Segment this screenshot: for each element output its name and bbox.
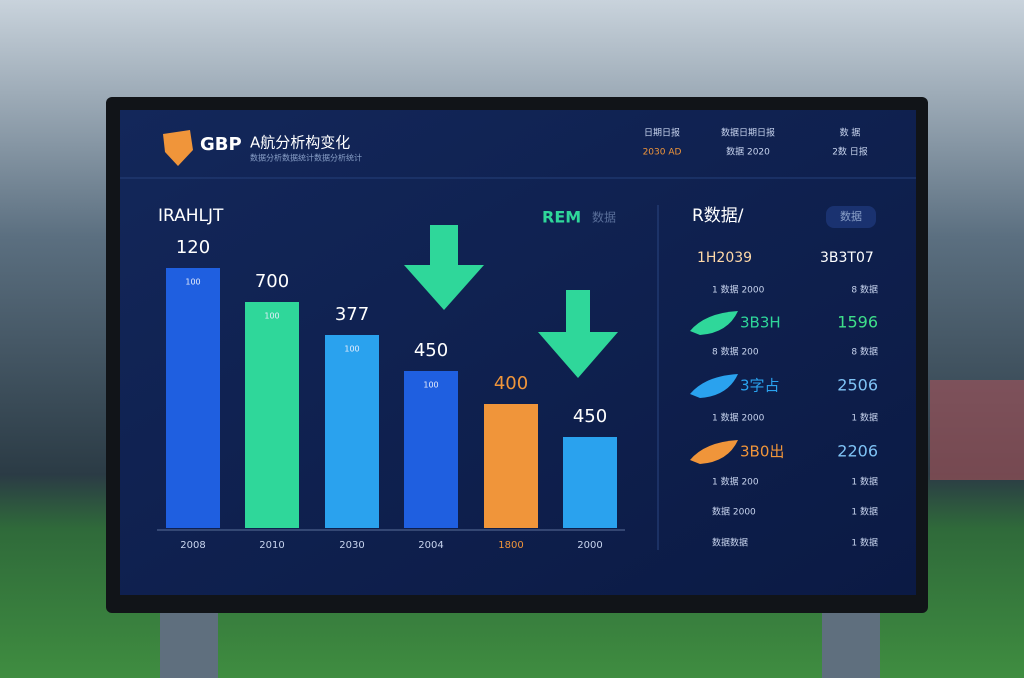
x-tick-label: 2000 — [577, 540, 602, 551]
inner-label: 100 — [264, 312, 279, 321]
row-left: 1 数据 2000 — [712, 284, 765, 296]
subtitle: 数据分析数据统计数据分析统计 — [250, 153, 362, 163]
chart-title: IRAHLJT — [158, 206, 224, 226]
info-value: 数据 2020 — [726, 146, 770, 158]
info-value: 2030 AD — [643, 148, 682, 158]
stand-leg — [822, 605, 880, 678]
bar-label: 120 — [176, 237, 210, 258]
row-icon — [690, 374, 738, 398]
legend-entry: REM — [542, 208, 581, 227]
x-tick-label: 1800 — [498, 540, 523, 551]
row-left: 3字占 — [740, 377, 780, 395]
row-left: 1 数据 200 — [712, 476, 759, 488]
stand-leg — [160, 605, 218, 678]
row-right: 1 数据 — [851, 537, 878, 549]
title: A航分析构变化 — [250, 134, 350, 152]
arrow — [404, 225, 484, 310]
bar — [245, 302, 299, 528]
x-tick-label: 2010 — [259, 540, 284, 551]
bar — [563, 437, 617, 528]
row-right: 8 数据 — [851, 346, 878, 358]
info-label: 日期日报 — [644, 127, 680, 139]
bar-label: 450 — [573, 406, 607, 427]
stand — [930, 380, 1024, 480]
legend-entry: 数据 — [592, 210, 616, 225]
arrow — [538, 290, 618, 378]
bar — [325, 335, 379, 528]
row-left: 8 数据 200 — [712, 346, 759, 358]
row-left: 数据 2000 — [712, 506, 756, 518]
bar — [484, 404, 538, 528]
inner-label: 100 — [423, 381, 438, 390]
row-right: 1 数据 — [851, 412, 878, 424]
bar — [404, 371, 458, 528]
row-icon — [690, 440, 738, 464]
x-tick-label: 2004 — [418, 540, 443, 551]
info-value: 2数 日报 — [832, 146, 868, 158]
badge: 数据 — [840, 209, 862, 223]
column-header: 1H2039 — [697, 250, 752, 266]
row-right: 1 数据 — [851, 476, 878, 488]
badge-bg — [826, 206, 876, 228]
row-left: 3B0出 — [740, 443, 784, 461]
inner-label: 100 — [344, 345, 359, 354]
inner-label: 100 — [185, 278, 200, 287]
row-icon — [690, 311, 738, 335]
row-left: 3B3H — [740, 314, 781, 332]
row-right: 1 数据 — [851, 506, 878, 518]
row-right: 1596 — [837, 313, 878, 332]
bar-label: 377 — [335, 304, 369, 325]
logo-icon — [163, 130, 193, 166]
bar — [166, 268, 220, 528]
row-left: 数据数据 — [712, 537, 748, 549]
bar-label: 700 — [255, 271, 289, 292]
info-label: 数 据 — [840, 127, 861, 139]
x-tick-label: 2030 — [339, 540, 364, 551]
row-right: 8 数据 — [851, 284, 878, 296]
bar-label: 450 — [414, 340, 448, 361]
bar-label: 400 — [494, 373, 528, 394]
x-tick-label: 2008 — [180, 540, 205, 551]
row-left: 1 数据 2000 — [712, 412, 765, 424]
row-right: 2506 — [837, 376, 878, 395]
row-right: 2206 — [837, 442, 878, 461]
panel-title: R数据/ — [692, 206, 744, 226]
logo: GBP — [200, 134, 242, 155]
column-header: 3B3T07 — [820, 250, 874, 266]
info-label: 数据日期日报 — [721, 127, 775, 139]
